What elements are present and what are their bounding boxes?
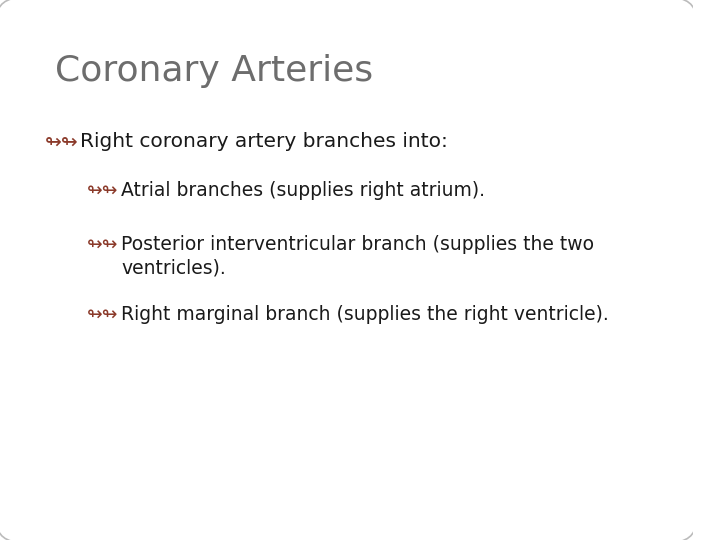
Text: ↬↬: ↬↬ [86,305,118,324]
FancyBboxPatch shape [0,0,696,540]
Text: Right marginal branch (supplies the right ventricle).: Right marginal branch (supplies the righ… [121,305,609,324]
Text: Coronary Arteries: Coronary Arteries [55,54,374,88]
Text: ↬↬: ↬↬ [45,132,78,151]
Text: ↬↬: ↬↬ [86,235,118,254]
Text: Posterior interventricular branch (supplies the two
ventricles).: Posterior interventricular branch (suppl… [121,235,594,278]
Text: Right coronary artery branches into:: Right coronary artery branches into: [80,132,448,151]
Text: ↬↬: ↬↬ [86,181,118,200]
Text: Atrial branches (supplies right atrium).: Atrial branches (supplies right atrium). [121,181,485,200]
